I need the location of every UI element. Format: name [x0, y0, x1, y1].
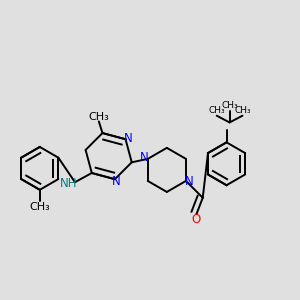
Text: CH₃: CH₃ [234, 106, 251, 115]
Text: N: N [184, 175, 194, 188]
Text: CH₃: CH₃ [29, 202, 50, 212]
Text: CH₃: CH₃ [88, 112, 109, 122]
Text: NH: NH [59, 177, 77, 190]
Text: CH₃: CH₃ [221, 101, 238, 110]
Text: N: N [140, 151, 149, 164]
Text: O: O [191, 213, 201, 226]
Text: N: N [124, 131, 132, 145]
Text: CH₃: CH₃ [208, 106, 225, 115]
Text: N: N [112, 175, 121, 188]
